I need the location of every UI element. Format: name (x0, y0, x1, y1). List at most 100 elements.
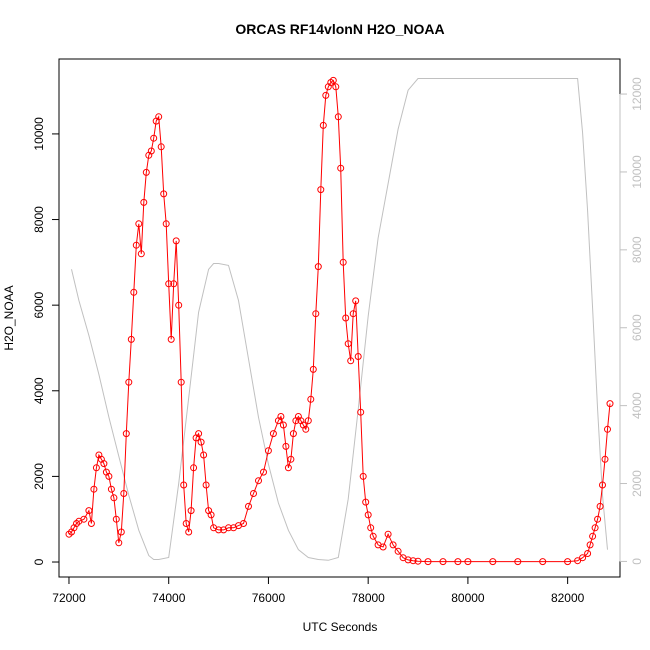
data-point (172, 237, 180, 245)
data-point (170, 280, 178, 288)
data-point (90, 485, 98, 493)
data-point (255, 477, 262, 485)
y-tick-label: 8000 (32, 206, 46, 233)
data-point (147, 147, 155, 155)
data-point (314, 263, 322, 271)
data-point (279, 421, 287, 429)
x-tick-label: 78000 (351, 591, 385, 605)
data-point (337, 164, 345, 172)
data-point (579, 554, 587, 562)
data-point (414, 557, 422, 565)
data-point (115, 539, 123, 547)
data-point (424, 558, 432, 566)
data-point (105, 472, 113, 480)
primary-series-line (68, 79, 611, 563)
data-point (464, 558, 472, 566)
data-point (177, 378, 185, 386)
x-axis-label: UTC Seconds (303, 620, 378, 634)
data-point (289, 430, 297, 438)
data-point (384, 530, 392, 538)
secondary-series (71, 78, 608, 561)
data-point (514, 558, 522, 566)
data-point (394, 547, 402, 555)
data-point (539, 558, 547, 566)
data-point (342, 314, 350, 322)
data-point (132, 241, 140, 249)
data-point (317, 186, 325, 194)
data-point (195, 430, 203, 438)
chart-title: ORCAS RF14vlonN H2O_NOAA (235, 21, 444, 37)
data-point (125, 378, 133, 386)
data-point (120, 490, 128, 497)
data-point (150, 134, 158, 142)
y-tick-label: 10000 (32, 117, 46, 151)
data-point (369, 532, 377, 540)
x-tick-label: 80000 (451, 591, 485, 605)
data-point (589, 532, 597, 540)
data-point (245, 502, 252, 510)
data-point (334, 113, 342, 121)
x-tick-label: 82000 (551, 591, 585, 605)
data-point (349, 310, 357, 318)
data-point (240, 520, 247, 527)
y-tick-label: 2000 (32, 463, 46, 490)
data-point (250, 490, 257, 497)
data-point (155, 113, 163, 121)
data-point (112, 515, 120, 523)
data-point (127, 335, 135, 343)
data-point (284, 464, 292, 472)
data-point (312, 310, 320, 318)
data-point (439, 558, 447, 566)
data-point (197, 438, 205, 446)
data-point (282, 442, 290, 450)
data-point (307, 395, 315, 403)
data-point (175, 301, 183, 309)
data-point (135, 220, 143, 228)
y2-tick-label: 12000 (630, 77, 644, 111)
data-point (404, 556, 412, 564)
data-point (260, 468, 267, 476)
data-point (160, 190, 168, 198)
data-point (85, 507, 93, 515)
data-point (187, 507, 195, 515)
data-point (269, 430, 277, 438)
data-point (165, 280, 173, 288)
data-point (489, 558, 497, 566)
data-point (107, 485, 115, 493)
data-point (601, 455, 609, 463)
data-point (379, 543, 387, 551)
data-point (264, 447, 272, 455)
data-point (142, 168, 150, 176)
data-point (277, 413, 285, 420)
primary-series (65, 76, 614, 566)
data-point (190, 464, 198, 472)
data-point (352, 297, 360, 305)
data-point (357, 408, 365, 416)
y-axis-label: H2O_NOAA (2, 285, 16, 350)
data-point (606, 400, 614, 408)
data-point (359, 472, 367, 480)
data-point (344, 340, 352, 348)
data-point (185, 528, 193, 536)
data-point (591, 524, 599, 532)
y2-tick-label: 4000 (630, 392, 644, 419)
data-point (332, 83, 340, 91)
secondary-series-line (71, 78, 608, 561)
x-axis: 72000 74000 76000 78000 80000 82000 (52, 576, 585, 605)
data-point (354, 353, 362, 360)
data-point (309, 365, 317, 373)
data-point (215, 526, 223, 534)
data-point (87, 520, 95, 527)
data-point (137, 250, 145, 258)
y2-tick-label: 2000 (630, 470, 644, 497)
data-point (207, 511, 215, 519)
data-point (599, 481, 606, 489)
data-point (389, 541, 397, 549)
x-tick-label: 76000 (252, 591, 286, 605)
data-point (322, 91, 330, 99)
data-point (304, 417, 312, 425)
data-point (604, 425, 611, 433)
y-tick-label: 4000 (32, 377, 46, 404)
data-point (117, 528, 125, 536)
data-point (339, 258, 347, 266)
